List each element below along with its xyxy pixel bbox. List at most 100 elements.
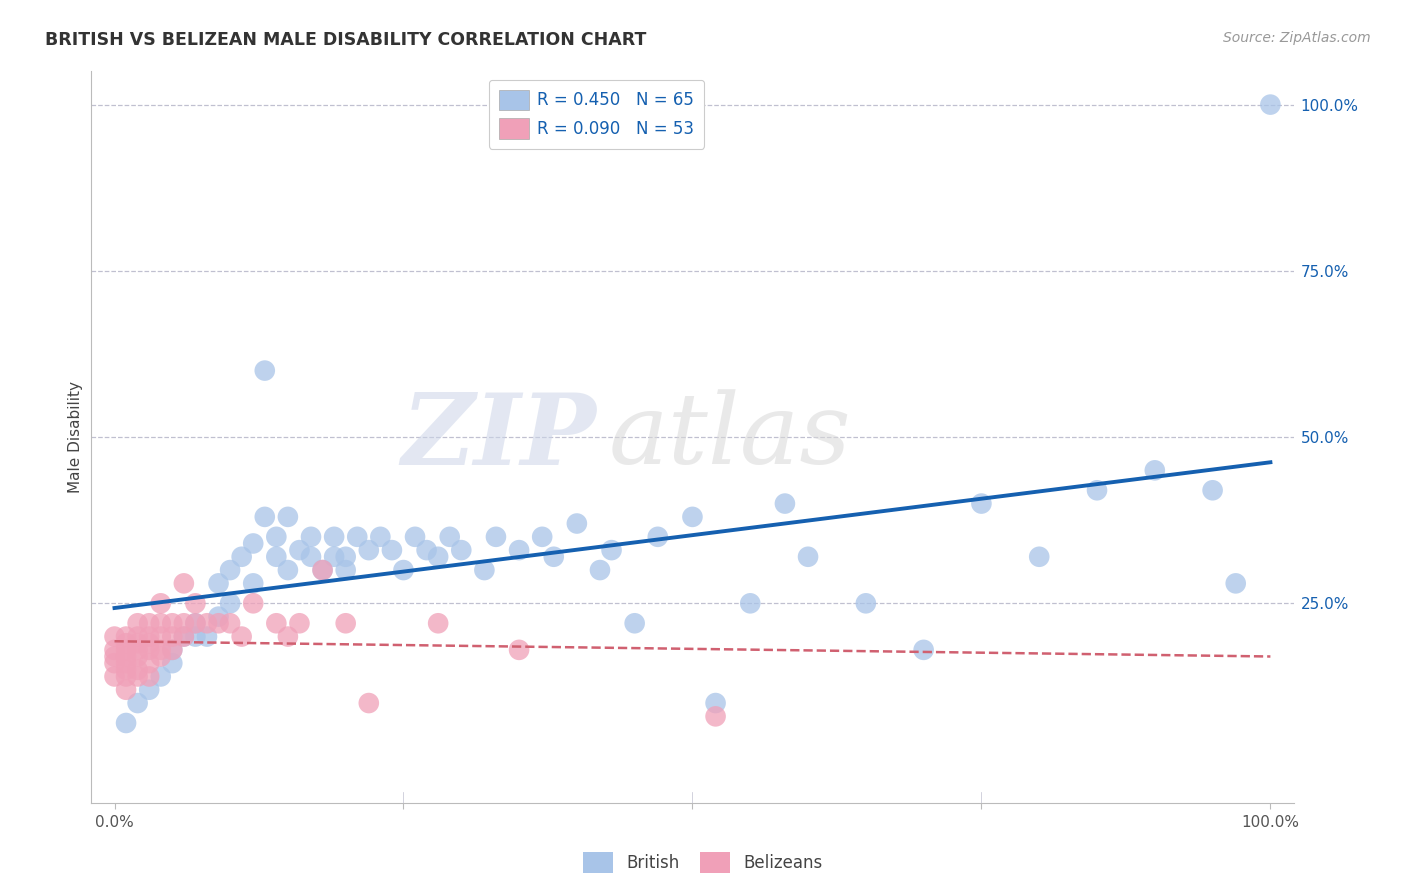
Point — [138, 616, 160, 631]
Point — [115, 636, 138, 650]
Point — [323, 549, 346, 564]
Point — [1028, 549, 1050, 564]
Point — [266, 549, 288, 564]
Text: Source: ZipAtlas.com: Source: ZipAtlas.com — [1223, 31, 1371, 45]
Point — [346, 530, 368, 544]
Point — [149, 616, 172, 631]
Point — [162, 616, 184, 631]
Point — [508, 543, 530, 558]
Point — [103, 656, 125, 670]
Point — [299, 530, 322, 544]
Point — [623, 616, 645, 631]
Point — [335, 563, 357, 577]
Point — [392, 563, 415, 577]
Point — [115, 663, 138, 677]
Point — [357, 696, 380, 710]
Point — [427, 549, 450, 564]
Point — [138, 656, 160, 670]
Point — [1143, 463, 1166, 477]
Point — [277, 563, 299, 577]
Point — [207, 576, 229, 591]
Point — [103, 649, 125, 664]
Point — [647, 530, 669, 544]
Point — [103, 669, 125, 683]
Legend: R = 0.450   N = 65, R = 0.090   N = 53: R = 0.450 N = 65, R = 0.090 N = 53 — [489, 79, 704, 149]
Point — [277, 630, 299, 644]
Point — [1201, 483, 1223, 498]
Point — [485, 530, 508, 544]
Point — [184, 630, 207, 644]
Point — [115, 643, 138, 657]
Point — [162, 643, 184, 657]
Point — [173, 630, 195, 644]
Point — [138, 682, 160, 697]
Point — [1260, 97, 1282, 112]
Point — [127, 643, 149, 657]
Point — [323, 530, 346, 544]
Point — [149, 596, 172, 610]
Point — [127, 630, 149, 644]
Point — [138, 669, 160, 683]
Text: atlas: atlas — [609, 390, 851, 484]
Point — [600, 543, 623, 558]
Point — [740, 596, 762, 610]
Point — [439, 530, 461, 544]
Point — [242, 596, 264, 610]
Point — [103, 630, 125, 644]
Legend: British, Belizeans: British, Belizeans — [576, 846, 830, 880]
Y-axis label: Male Disability: Male Disability — [67, 381, 83, 493]
Point — [184, 616, 207, 631]
Point — [115, 682, 138, 697]
Point — [127, 649, 149, 664]
Point — [115, 630, 138, 644]
Point — [103, 643, 125, 657]
Text: ZIP: ZIP — [401, 389, 596, 485]
Point — [970, 497, 993, 511]
Point — [127, 696, 149, 710]
Point — [149, 649, 172, 664]
Point — [207, 609, 229, 624]
Point — [589, 563, 612, 577]
Point — [173, 630, 195, 644]
Point — [195, 630, 218, 644]
Point — [299, 549, 322, 564]
Point — [115, 649, 138, 664]
Point — [127, 636, 149, 650]
Point — [127, 663, 149, 677]
Point — [138, 643, 160, 657]
Point — [531, 530, 554, 544]
Point — [335, 549, 357, 564]
Point — [207, 616, 229, 631]
Point — [266, 530, 288, 544]
Point — [127, 669, 149, 683]
Point — [381, 543, 404, 558]
Point — [266, 616, 288, 631]
Point — [127, 616, 149, 631]
Point — [1225, 576, 1247, 591]
Point — [543, 549, 565, 564]
Point — [149, 669, 172, 683]
Point — [565, 516, 588, 531]
Point — [704, 709, 727, 723]
Point — [288, 616, 311, 631]
Point — [115, 656, 138, 670]
Point — [681, 509, 703, 524]
Point — [242, 576, 264, 591]
Point — [242, 536, 264, 550]
Point — [797, 549, 820, 564]
Point — [370, 530, 392, 544]
Text: BRITISH VS BELIZEAN MALE DISABILITY CORRELATION CHART: BRITISH VS BELIZEAN MALE DISABILITY CORR… — [45, 31, 647, 49]
Point — [335, 616, 357, 631]
Point — [231, 630, 253, 644]
Point — [162, 630, 184, 644]
Point — [138, 630, 160, 644]
Point — [115, 669, 138, 683]
Point — [1085, 483, 1108, 498]
Point — [912, 643, 935, 657]
Point — [404, 530, 426, 544]
Point — [173, 576, 195, 591]
Point — [219, 616, 242, 631]
Point — [288, 543, 311, 558]
Point — [474, 563, 496, 577]
Point — [184, 616, 207, 631]
